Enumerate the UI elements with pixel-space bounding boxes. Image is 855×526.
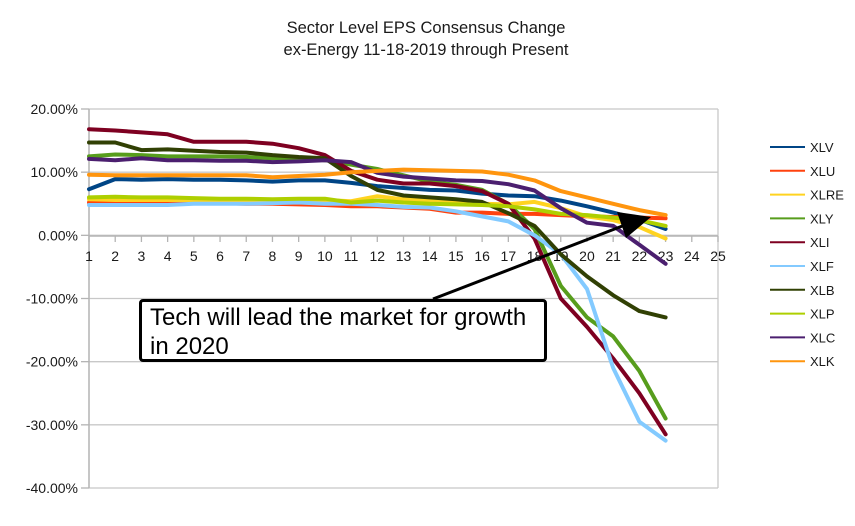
- legend-label-xlu: XLU: [810, 164, 835, 179]
- series-line-xlk: [87, 167, 668, 218]
- legend-label-xlf: XLF: [810, 259, 834, 274]
- annotation-line-1: Tech will lead the market for growth: [150, 304, 527, 331]
- arrow-shaft: [432, 223, 626, 301]
- x-tick-label: 21: [605, 248, 621, 264]
- chart-title: Sector Level EPS Consensus Change: [287, 19, 566, 37]
- y-tick-label: -20.00%: [26, 354, 78, 370]
- legend-label-xly: XLY: [810, 211, 834, 226]
- arrow-head-icon: [617, 212, 651, 238]
- series-line-xlb: [87, 140, 668, 320]
- x-tick-label: 24: [684, 248, 700, 264]
- annotation-line-2: in 2020: [150, 333, 229, 360]
- y-tick-label: -10.00%: [26, 291, 78, 307]
- x-tick-label: 22: [632, 248, 648, 264]
- series-lines: [87, 127, 668, 443]
- x-tick-label: 16: [474, 248, 490, 264]
- x-tick-label: 15: [448, 248, 464, 264]
- series-line-xlf: [87, 200, 668, 443]
- legend-label-xlk: XLK: [810, 354, 835, 369]
- y-tick-label: 10.00%: [31, 164, 78, 180]
- x-tick-label: 14: [422, 248, 438, 264]
- x-tick-label: 1: [85, 248, 93, 264]
- chart-subtitle: ex-Energy 11-18-2019 through Present: [284, 41, 569, 59]
- x-tick-label: 5: [190, 248, 198, 264]
- x-tick-label: 20: [579, 248, 595, 264]
- x-tick-label: 25: [710, 248, 726, 264]
- x-tick-label: 4: [164, 248, 172, 264]
- legend-label-xlv: XLV: [810, 140, 834, 155]
- x-tick-label: 3: [138, 248, 146, 264]
- x-tick-label: 2: [111, 248, 119, 264]
- x-tick-label: 9: [295, 248, 303, 264]
- legend: XLV XLU XLRE XLY XLI XLF XLB XLP XLC XLK: [770, 140, 844, 369]
- annotation-box: Tech will lead the market for growth in …: [139, 299, 547, 362]
- legend-label-xli: XLI: [810, 235, 830, 250]
- y-tick-label: -30.00%: [26, 417, 78, 433]
- x-tick-label: 12: [370, 248, 386, 264]
- x-tick-label: 10: [317, 248, 333, 264]
- legend-label-xlre: XLRE: [810, 188, 844, 203]
- x-tick-label: 13: [396, 248, 412, 264]
- x-tick-label: 7: [242, 248, 250, 264]
- x-tick-label: 6: [216, 248, 224, 264]
- y-tick-label: -40.00%: [26, 480, 78, 496]
- series-line-xlv: [87, 177, 668, 231]
- series-line-xli: [87, 127, 668, 437]
- y-tick-label: 0.00%: [38, 227, 78, 243]
- legend-label-xlc: XLC: [810, 330, 835, 345]
- x-tick-label: 11: [344, 248, 359, 264]
- x-tick-label: 8: [269, 248, 277, 264]
- annotation-arrow: [432, 212, 651, 301]
- y-axis-ticks: 20.00% 10.00% 0.00% -10.00% -20.00% -30.00% -4…: [26, 101, 89, 496]
- y-tick-label: 20.00%: [31, 101, 78, 117]
- x-tick-label: 17: [501, 248, 517, 264]
- legend-label-xlb: XLB: [810, 283, 835, 298]
- legend-label-xlp: XLP: [810, 307, 835, 322]
- x-axis-ticks: 1 2 3 4 5 6 7 8 9 10 11 12 13 14 15 16 17 18 19 20 21 22 23 24 2…: [85, 236, 726, 264]
